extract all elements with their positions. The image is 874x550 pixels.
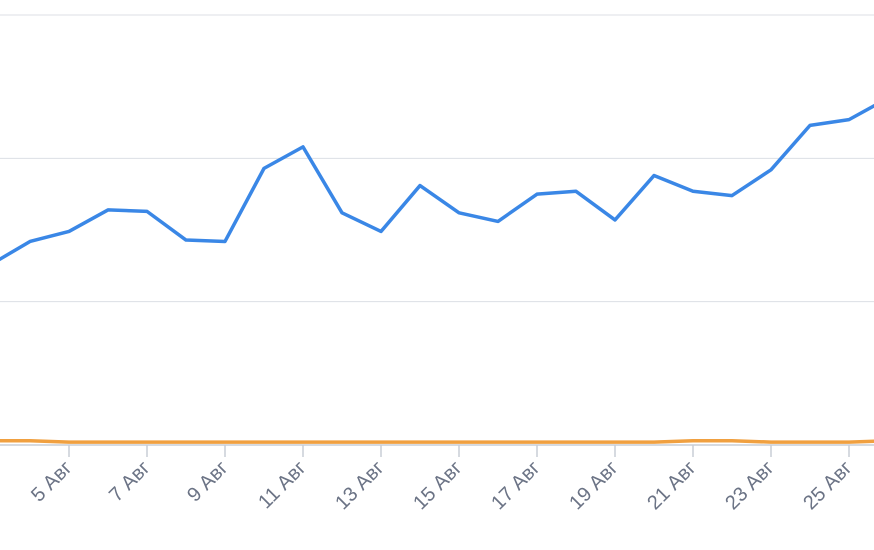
x-tick-label: 21 Авг <box>643 457 700 514</box>
x-tick-label: 17 Авг <box>487 457 544 514</box>
data-line <box>0 438 874 444</box>
x-tick-label: 7 Авг <box>105 457 154 506</box>
x-tick-label: 23 Авг <box>721 457 778 514</box>
x-tick-label: 19 Авг <box>565 457 622 514</box>
data-line <box>0 103 874 262</box>
x-tick-label: 11 Авг <box>254 457 310 513</box>
x-tick-label: 9 Авг <box>183 457 232 506</box>
x-tick-label: 15 Авг <box>409 457 466 514</box>
x-tick-label: 5 Авг <box>27 457 76 506</box>
x-tick-label: 25 Авг <box>799 457 856 514</box>
x-tick-label: 13 Авг <box>331 457 388 514</box>
